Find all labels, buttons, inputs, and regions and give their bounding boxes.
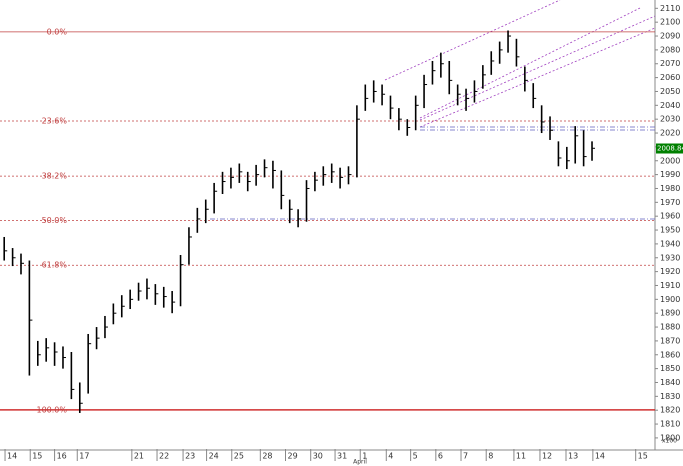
fib-label: 23.6% bbox=[42, 116, 68, 125]
y-tick-label: 1900 bbox=[660, 295, 680, 304]
fib-label: 100.0% bbox=[36, 405, 67, 414]
x-tick-label: 24 bbox=[209, 452, 219, 461]
x-tick-label: 6 bbox=[438, 452, 443, 461]
x-tick-label: 4 bbox=[388, 452, 393, 461]
y-tick-label: 1860 bbox=[660, 350, 680, 359]
y-tick-label: 1970 bbox=[660, 198, 680, 207]
support-line bbox=[210, 126, 655, 220]
x-tick-label: 14 bbox=[7, 452, 17, 461]
x-tick-label: 12 bbox=[542, 452, 552, 461]
y-tick-label: 1850 bbox=[660, 364, 680, 373]
y-tick-label: 2110 bbox=[660, 4, 680, 13]
x-tick-label: 17 bbox=[79, 452, 89, 461]
y-tick-label: 1890 bbox=[660, 309, 680, 318]
trend-channel bbox=[384, 0, 656, 128]
x-tick-label: 30 bbox=[313, 452, 323, 461]
y-tick-label: 1930 bbox=[660, 253, 680, 262]
x-tick-label: 5 bbox=[413, 452, 418, 461]
y-tick-label: 1880 bbox=[660, 323, 680, 332]
y-tick-label: 1810 bbox=[660, 420, 680, 429]
x-tick-label: 7 bbox=[463, 452, 468, 461]
y-tick-label: 2020 bbox=[660, 129, 680, 138]
x-tick-label: 21 bbox=[134, 452, 144, 461]
y-tick-label: 1940 bbox=[660, 239, 680, 248]
y-tick-label: 2100 bbox=[660, 18, 680, 27]
last-price-label: 2008.84 bbox=[657, 145, 683, 153]
y-tick-label: 1800 bbox=[660, 433, 680, 442]
y-tick-label: 1840 bbox=[660, 378, 680, 387]
y-tick-label: 1830 bbox=[660, 392, 680, 401]
y-tick-label: 1950 bbox=[660, 226, 680, 235]
y-tick-label: 1820 bbox=[660, 406, 680, 415]
y-tick-label: 2000 bbox=[660, 156, 680, 165]
y-tick-label: 1920 bbox=[660, 267, 680, 276]
x-tick-label: 1 bbox=[362, 452, 367, 461]
y-tick-label: 2080 bbox=[660, 45, 680, 54]
month-label: April bbox=[353, 459, 367, 466]
x-tick-label: 23 bbox=[185, 452, 195, 461]
x-tick-label: 15 bbox=[32, 452, 42, 461]
y-tick-label: 2030 bbox=[660, 115, 680, 124]
x-tick-label: 8 bbox=[488, 452, 493, 461]
x-tick-label: 31 bbox=[337, 452, 347, 461]
fib-label: 38.2% bbox=[42, 172, 68, 181]
y-tick-label: 1960 bbox=[660, 212, 680, 221]
scale-label: x100 bbox=[662, 438, 677, 445]
x-tick-label: 28 bbox=[262, 452, 272, 461]
last-price-box bbox=[656, 143, 683, 154]
x-tick-label: 14 bbox=[595, 452, 605, 461]
y-tick-label: 2060 bbox=[660, 73, 680, 82]
x-tick-label: 22 bbox=[159, 452, 169, 461]
x-tick-label: 25 bbox=[234, 452, 244, 461]
y-tick-label: 2090 bbox=[660, 32, 680, 41]
fib-label: 0.0% bbox=[47, 27, 68, 36]
y-tick-label: 1980 bbox=[660, 184, 680, 193]
fib-label: 50.0% bbox=[42, 216, 68, 225]
y-tick-label: 1870 bbox=[660, 336, 680, 345]
y-tick-label: 2040 bbox=[660, 101, 680, 110]
fib-label: 61.8% bbox=[42, 261, 68, 270]
y-tick-label: 1990 bbox=[660, 170, 680, 179]
x-tick-label: 11 bbox=[516, 452, 526, 461]
y-tick-label: 1910 bbox=[660, 281, 680, 290]
x-tick-label: 16 bbox=[57, 452, 67, 461]
y-tick-label: 2050 bbox=[660, 87, 680, 96]
y-tick-label: 2070 bbox=[660, 59, 680, 68]
x-tick-label: 15 bbox=[638, 452, 648, 461]
x-tick-label: 29 bbox=[288, 452, 298, 461]
x-tick-label: 13 bbox=[568, 452, 578, 461]
